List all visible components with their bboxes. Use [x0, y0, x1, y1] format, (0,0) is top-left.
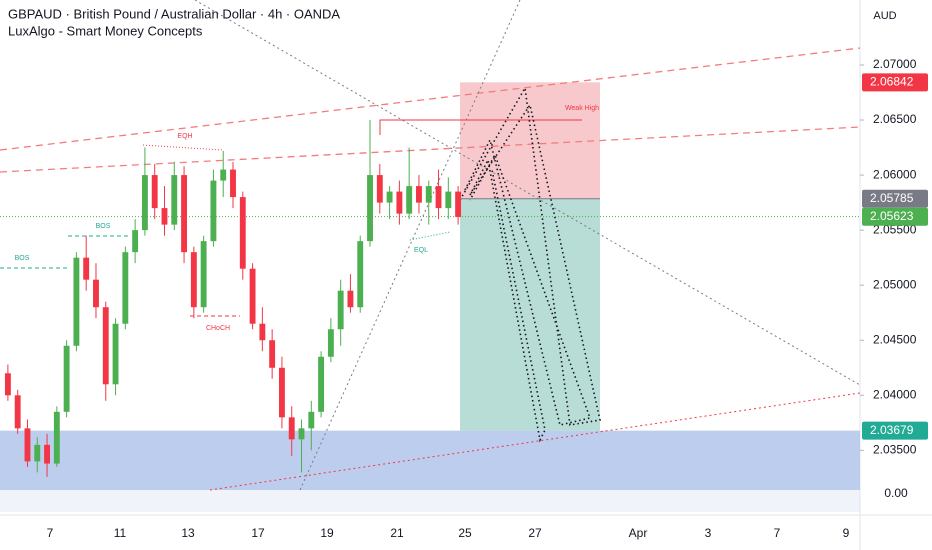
x-tick-label: 3: [705, 526, 712, 540]
candle-body: [288, 417, 295, 440]
candle-body: [249, 268, 256, 324]
eql-line: [409, 231, 451, 241]
trendline: [194, 0, 861, 386]
annotation: BOS: [96, 223, 111, 230]
annotation: CHoCH: [206, 325, 230, 332]
candle-body: [190, 252, 197, 308]
indicator-name: LuxAlgo - Smart Money Concepts: [8, 23, 203, 38]
candle-body: [73, 257, 80, 346]
y-tick-label: 2.03500: [873, 443, 917, 457]
candle-body: [269, 340, 276, 368]
candle-body: [396, 191, 403, 214]
price-level-box: [862, 207, 928, 226]
x-tick-label: 27: [528, 526, 542, 540]
y-tick-label: 2.04000: [873, 387, 917, 401]
candle-body: [141, 175, 148, 231]
x-tick-label: 19: [320, 526, 334, 540]
candle-body: [308, 411, 315, 429]
stop-zone: [460, 82, 600, 199]
y-tick-label: 2.05000: [873, 277, 917, 291]
candle-body: [44, 444, 50, 464]
x-tick-label: 7: [774, 526, 781, 540]
arrow: [469, 157, 546, 443]
candle-body: [416, 186, 422, 203]
candle-body: [298, 428, 305, 440]
candle-body: [435, 186, 442, 209]
eqh-line: [142, 144, 223, 151]
weak-high-line: [379, 119, 582, 135]
price-level-box: [862, 189, 928, 208]
candle-body: [151, 175, 158, 209]
target-zone: [460, 198, 600, 431]
price-level-box: [862, 73, 928, 92]
candle-body: [259, 323, 266, 341]
candle-body: [406, 186, 413, 214]
price-level-label: 2.03679: [870, 423, 914, 437]
y-tick-label: 2.04500: [873, 332, 917, 346]
candle-body: [24, 428, 31, 462]
candle-body: [161, 208, 168, 225]
candle-body: [239, 197, 246, 269]
candle-body: [34, 444, 41, 462]
candle-body: [367, 175, 373, 242]
annotation: BOS: [15, 255, 30, 262]
annotation: Weak High: [565, 105, 599, 112]
currency: AUD: [873, 10, 896, 22]
candle-body: [93, 279, 99, 308]
candle-body: [357, 241, 364, 308]
x-tick-label: 17: [251, 526, 265, 540]
price-level-label: 2.05785: [870, 191, 914, 205]
chart-title: GBPAUD · British Pound / Australian Doll…: [8, 6, 340, 21]
candle-body: [83, 257, 90, 280]
candle-body: [386, 191, 393, 203]
x-tick-label: 9: [843, 526, 850, 540]
x-tick-label: 21: [390, 526, 404, 540]
volume-label: 0.00: [884, 486, 908, 500]
x-tick-label: 25: [458, 526, 472, 540]
candle-body: [53, 411, 60, 464]
price-level-box: [862, 421, 928, 440]
y-tick-label: 2.07000: [873, 57, 917, 71]
trendline: [0, 47, 861, 151]
annotation: EQH: [177, 133, 192, 140]
x-tick-label: 7: [47, 526, 54, 540]
drawings: [0, 0, 861, 491]
candle-body: [376, 175, 383, 203]
candle-body: [63, 345, 70, 412]
candle-body: [4, 373, 11, 396]
volume-pane: [0, 490, 860, 512]
candle-body: [279, 367, 285, 418]
y-tick-label: 2.05500: [873, 222, 917, 236]
candle-body: [14, 395, 21, 429]
candle-body: [171, 175, 178, 225]
y-tick-label: 2.06000: [873, 167, 917, 181]
candle-body: [200, 241, 207, 308]
candle-body: [122, 252, 129, 324]
candle-body: [210, 180, 217, 242]
candle-body: [318, 356, 325, 412]
candle-body: [220, 169, 227, 181]
y-tick-label: 2.06500: [873, 112, 917, 126]
candle-body: [230, 169, 236, 198]
candle-body: [102, 307, 109, 385]
candle-body: [347, 290, 354, 308]
x-tick-label: Apr: [629, 526, 648, 540]
candle-body: [425, 186, 432, 203]
candle-body: [327, 329, 334, 357]
x-tick-label: 13: [181, 526, 195, 540]
price-level-label: 2.06842: [870, 75, 914, 89]
candle-body: [337, 290, 344, 330]
demand-zone: [0, 430, 860, 490]
candle-body: [455, 191, 462, 217]
candle-body: [181, 175, 187, 253]
x-tick-label: 11: [114, 526, 127, 540]
candle-body: [132, 230, 139, 253]
annotation: EQL: [414, 247, 428, 254]
price-level-label: 2.05623: [870, 209, 914, 223]
arrow: [464, 137, 592, 426]
candle-body: [112, 323, 119, 385]
candle-body: [445, 191, 452, 209]
